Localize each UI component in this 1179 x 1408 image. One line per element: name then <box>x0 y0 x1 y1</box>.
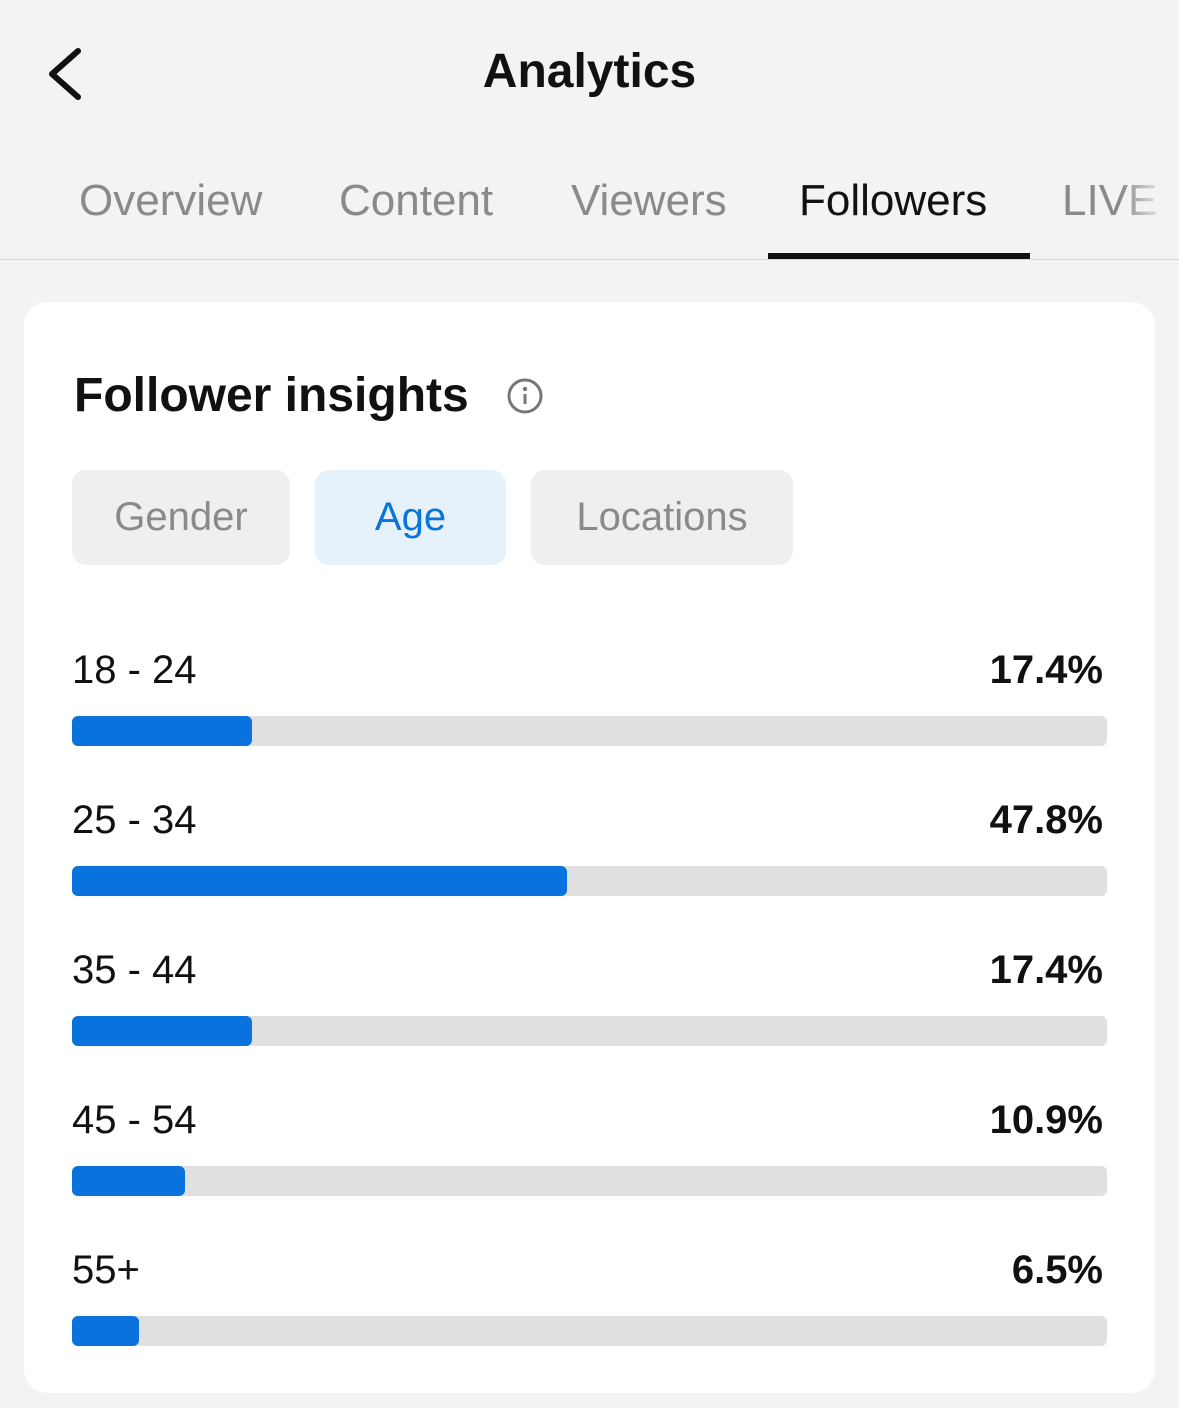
info-icon[interactable] <box>506 377 544 415</box>
divider <box>0 259 1179 260</box>
age-label: 45 - 54 <box>72 1098 197 1142</box>
card-title: Follower insights <box>74 369 469 422</box>
tab[interactable]: Overview <box>79 176 263 225</box>
age-label: 35 - 44 <box>72 948 197 992</box>
age-label: 18 - 24 <box>72 648 197 692</box>
age-label: 55+ <box>72 1248 140 1292</box>
insights-card <box>24 302 1155 1393</box>
bar-track <box>72 1316 1107 1346</box>
bar <box>72 1166 185 1196</box>
age-label: 25 - 34 <box>72 798 197 842</box>
tab-fade <box>1120 140 1179 258</box>
bar-track <box>72 866 1107 896</box>
age-percent: 10.9% <box>989 1098 1103 1142</box>
bar-track <box>72 1016 1107 1046</box>
tab-active[interactable]: Followers <box>799 176 988 225</box>
bar <box>72 1316 140 1346</box>
bar <box>72 866 567 896</box>
page-title: Analytics <box>482 45 697 98</box>
tab[interactable]: Viewers <box>571 176 727 225</box>
bar <box>72 1016 253 1046</box>
tab[interactable]: Content <box>339 176 494 225</box>
age-percent: 17.4% <box>989 948 1103 992</box>
tab-indicator <box>768 253 1030 259</box>
age-percent: 6.5% <box>1011 1248 1103 1292</box>
filter-chip-active[interactable]: Age <box>315 470 506 565</box>
filter-chip[interactable]: Gender <box>72 470 290 565</box>
age-percent: 47.8% <box>989 798 1103 842</box>
filter-chip[interactable]: Locations <box>531 470 793 565</box>
bar <box>72 716 253 746</box>
bar-track <box>72 1166 1107 1196</box>
age-percent: 17.4% <box>989 648 1103 692</box>
back-button[interactable] <box>40 45 90 103</box>
bar-track <box>72 716 1107 746</box>
